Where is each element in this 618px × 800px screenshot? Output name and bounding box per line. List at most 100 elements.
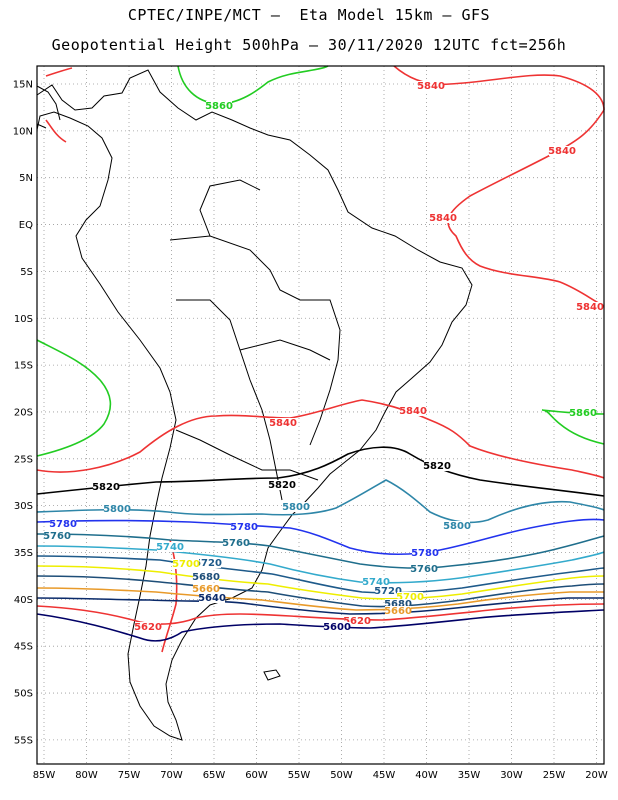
contour-label-background xyxy=(193,584,219,594)
lon-label: 85W xyxy=(33,770,56,781)
contour-5840-loop xyxy=(161,539,178,653)
latitude-labels: 15N 10N 5N EQ 5S 10S 15S 20S 25S 30S 35S 40S 45S 50S 5… xyxy=(13,80,33,747)
contour-label-background xyxy=(411,564,437,574)
contour-label-5720: 5720 xyxy=(194,558,222,569)
lat-label: 15N xyxy=(13,80,33,91)
contour-label-background xyxy=(570,408,596,418)
falkland-islands xyxy=(263,669,281,681)
lat-label: 45S xyxy=(14,642,33,653)
contour-5800 xyxy=(36,479,605,524)
lat-label: 10S xyxy=(14,314,33,325)
contour-label-5720: 5720 xyxy=(374,586,402,597)
contour-label-5680: 5680 xyxy=(192,572,220,583)
contour-label-5780: 5780 xyxy=(230,522,258,533)
contour-label-background xyxy=(344,616,370,626)
lon-label: 30W xyxy=(500,770,523,781)
map-frame xyxy=(36,65,605,765)
contour-label-5840: 5840 xyxy=(576,302,604,313)
contour-label-background xyxy=(173,559,199,569)
contour-label-5760: 5760 xyxy=(222,538,250,549)
map-title-line-2: Geopotential Height 500hPa – 30/11/2020 … xyxy=(51,36,567,54)
contour-5860-north xyxy=(177,65,329,105)
lon-label: 45W xyxy=(373,770,396,781)
contour-label-5620: 5620 xyxy=(343,616,371,627)
contour-label-background xyxy=(400,406,426,416)
contour-label-background xyxy=(385,606,411,616)
central-america-coastline xyxy=(36,85,61,129)
contour-label-5840: 5840 xyxy=(429,213,457,224)
contour-label-background xyxy=(50,519,76,529)
contour-5840-atlantic xyxy=(447,109,605,307)
contour-5620 xyxy=(36,603,605,625)
contour-label-background xyxy=(363,577,389,587)
contour-label-background xyxy=(412,548,438,558)
contour-label-5840: 5840 xyxy=(417,81,445,92)
contour-5860-west xyxy=(36,339,112,457)
lon-label: 65W xyxy=(203,770,226,781)
contour-label-5820: 5820 xyxy=(423,461,451,472)
contour-label-5820: 5820 xyxy=(92,482,120,493)
inner-border-1 xyxy=(199,179,261,237)
south-america-coastline xyxy=(36,69,473,741)
contour-label-background xyxy=(375,586,401,596)
contour-label-background xyxy=(270,418,296,428)
contour-label-5780: 5780 xyxy=(411,548,439,559)
lon-label: 40W xyxy=(415,770,438,781)
contour-label-5800: 5800 xyxy=(443,521,471,532)
contour-5840-brazil-east xyxy=(45,67,73,143)
contour-label-background xyxy=(324,622,350,632)
contour-5740 xyxy=(36,545,605,584)
contour-label-5820: 5820 xyxy=(268,480,296,491)
lat-label: 55S xyxy=(14,735,33,746)
contour-5840-continent xyxy=(36,399,605,479)
contour-5700 xyxy=(36,565,605,600)
contour-label-background xyxy=(223,538,249,548)
contour-label-5660: 5660 xyxy=(192,584,220,595)
contour-label-background xyxy=(269,480,295,490)
contour-label-5740: 5740 xyxy=(156,542,184,553)
contour-label-background xyxy=(195,558,221,568)
lat-label: 15S xyxy=(14,361,33,372)
lat-label: 5N xyxy=(19,173,33,184)
lat-label: 10N xyxy=(13,126,33,137)
contour-labels: 5860 5860 5840 5840 5840 5840 5840 5840 5820 5820… xyxy=(43,81,604,633)
contour-label-background xyxy=(397,592,423,602)
contour-label-background xyxy=(231,522,257,532)
andes-border xyxy=(176,299,283,501)
contour-5640 xyxy=(36,597,604,615)
contour-label-background xyxy=(549,146,575,156)
contour-label-5700: 5700 xyxy=(396,592,424,603)
contour-label-5700: 5700 xyxy=(172,559,200,570)
contour-label-5600: 5600 xyxy=(323,622,351,633)
contour-label-5760: 5760 xyxy=(410,564,438,575)
contour-label-5860: 5860 xyxy=(205,101,233,112)
lat-label: 30S xyxy=(14,501,33,512)
lon-label: 60W xyxy=(245,770,268,781)
contour-label-background xyxy=(418,81,444,91)
contour-label-5860: 5860 xyxy=(569,408,597,419)
contour-5660 xyxy=(36,587,604,611)
lon-label: 50W xyxy=(330,770,353,781)
lon-label: 25W xyxy=(543,770,566,781)
contour-label-5640: 5640 xyxy=(198,593,226,604)
contour-5720 xyxy=(36,555,605,594)
contour-5820 xyxy=(36,446,605,497)
contour-5680 xyxy=(36,575,605,608)
contour-label-background xyxy=(444,521,470,531)
contour-5600 xyxy=(36,609,605,642)
argentina-border xyxy=(175,429,319,481)
coastline xyxy=(36,69,473,741)
lat-label: EQ xyxy=(19,220,33,231)
height-contours xyxy=(36,65,605,653)
lat-label: 40S xyxy=(14,595,33,606)
contour-label-5840: 5840 xyxy=(548,146,576,157)
contour-label-background xyxy=(135,622,161,632)
contour-label-background xyxy=(193,572,219,582)
contour-label-background xyxy=(424,461,450,471)
contour-label-5660: 5660 xyxy=(384,606,412,617)
lon-label: 35W xyxy=(458,770,481,781)
contour-label-5620: 5620 xyxy=(134,622,162,633)
contour-label-5780: 5780 xyxy=(49,519,77,530)
inner-border-2 xyxy=(239,339,331,361)
